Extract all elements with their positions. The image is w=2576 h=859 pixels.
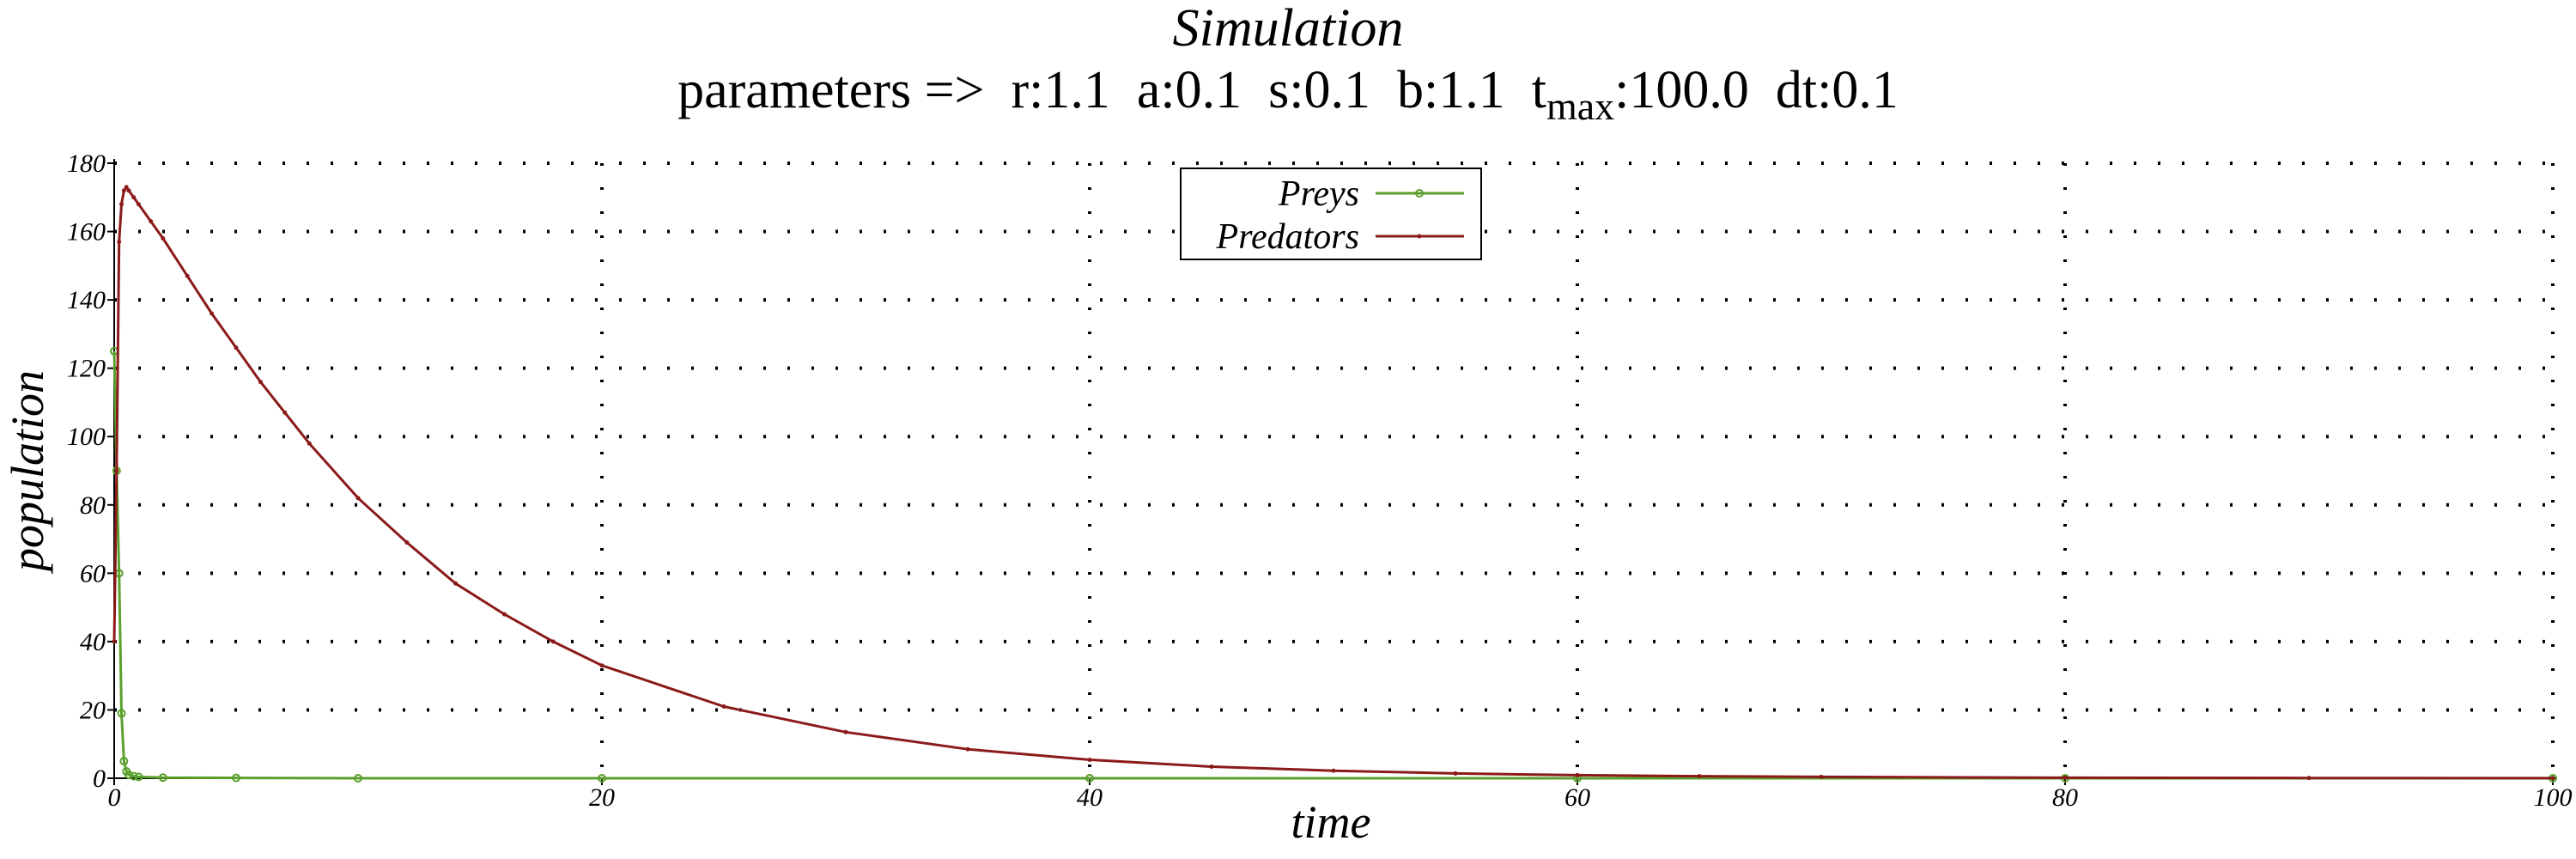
series-point-1 bbox=[117, 239, 122, 244]
series-point-1 bbox=[2550, 776, 2555, 781]
series-point-1 bbox=[1819, 774, 1824, 779]
subtitle-tail: :100.0 dt:0.1 bbox=[1614, 61, 1899, 119]
y-tick-label: 160 bbox=[67, 218, 106, 247]
series-point-0 bbox=[125, 771, 134, 780]
chart-title: Simulation bbox=[1172, 0, 1404, 58]
series-point-1 bbox=[550, 639, 556, 644]
legend-label: Preys bbox=[1278, 174, 1359, 214]
series-point-1 bbox=[119, 202, 125, 207]
series-point-1 bbox=[126, 188, 131, 193]
series-point-1 bbox=[112, 639, 117, 644]
series-point-1 bbox=[234, 345, 239, 350]
x-tick-label: 40 bbox=[1077, 783, 1103, 812]
y-tick-label: 60 bbox=[80, 559, 106, 588]
series-point-1 bbox=[258, 380, 263, 385]
series-line-0 bbox=[112, 350, 2553, 780]
series-point-1 bbox=[1209, 764, 1214, 769]
legend-swatch-marker bbox=[1415, 189, 1424, 198]
y-tick-label: 80 bbox=[80, 491, 106, 520]
series-point-1 bbox=[355, 496, 361, 501]
series-point-1 bbox=[2063, 775, 2068, 780]
series-point-0 bbox=[354, 774, 362, 783]
legend-label: Predators bbox=[1216, 217, 1359, 257]
y-axis-label: population bbox=[2, 370, 53, 575]
subtitle-subscript: max bbox=[1546, 84, 1615, 128]
chart-subtitle: parameters => r:1.1 a:0.1 s:0.1 b:1.1 tm… bbox=[0, 61, 2576, 126]
y-tick-label: 120 bbox=[67, 355, 106, 383]
series-point-1 bbox=[161, 236, 166, 241]
series-point-1 bbox=[1087, 758, 1092, 763]
series-point-0 bbox=[598, 774, 606, 783]
legend-swatch-marker bbox=[1417, 234, 1422, 239]
x-tick-label: 100 bbox=[2534, 783, 2573, 812]
x-tick-label: 80 bbox=[2052, 783, 2078, 812]
series-point-1 bbox=[721, 704, 726, 709]
series-point-1 bbox=[1575, 772, 1580, 777]
series-point-1 bbox=[404, 540, 410, 545]
series-point-1 bbox=[131, 195, 137, 200]
subtitle-main: parameters => r:1.1 a:0.1 s:0.1 b:1.1 t bbox=[677, 61, 1546, 119]
series-point-1 bbox=[1697, 774, 1702, 779]
series-point-1 bbox=[185, 273, 190, 278]
series-point-1 bbox=[210, 311, 215, 316]
series-point-1 bbox=[114, 468, 119, 473]
series-point-1 bbox=[501, 612, 507, 617]
series-point-0 bbox=[134, 772, 143, 782]
y-tick-label: 180 bbox=[67, 149, 106, 178]
tick-labels: 0 20 40 60 80 100 120 140 160 180 0 20 40 60 80 100 bbox=[67, 149, 2573, 812]
series-point-0 bbox=[129, 771, 138, 781]
x-tick-label: 60 bbox=[1564, 783, 1590, 812]
series-point-1 bbox=[965, 746, 970, 752]
series-point-1 bbox=[307, 441, 312, 446]
series-point-0 bbox=[158, 773, 167, 783]
y-tick-label: 140 bbox=[67, 286, 106, 314]
series-point-1 bbox=[283, 410, 288, 415]
series-point-1 bbox=[453, 581, 459, 586]
series-point-1 bbox=[1453, 771, 1458, 776]
series-point-1 bbox=[149, 219, 154, 224]
series-point-1 bbox=[124, 185, 129, 190]
series-point-0 bbox=[1085, 774, 1094, 783]
series-point-1 bbox=[843, 729, 848, 734]
series-point-1 bbox=[121, 188, 126, 193]
legend-box bbox=[1180, 168, 1482, 260]
x-tick-label: 20 bbox=[589, 783, 615, 812]
series-point-0 bbox=[119, 757, 129, 766]
x-tick-label: 0 bbox=[108, 783, 121, 812]
y-tick-label: 40 bbox=[80, 628, 106, 656]
series-point-0 bbox=[117, 709, 126, 718]
series-point-1 bbox=[599, 663, 605, 668]
x-axis-label: time bbox=[1291, 796, 1371, 848]
y-tick-label: 100 bbox=[67, 423, 106, 451]
series-point-0 bbox=[232, 773, 240, 783]
series-point-1 bbox=[2306, 776, 2312, 781]
series-line-1 bbox=[112, 186, 2554, 780]
series-point-1 bbox=[136, 202, 141, 207]
y-tick-label: 0 bbox=[93, 765, 106, 793]
series-point-1 bbox=[1331, 768, 1336, 773]
series-lines bbox=[110, 185, 2557, 783]
y-tick-label: 20 bbox=[80, 696, 106, 724]
